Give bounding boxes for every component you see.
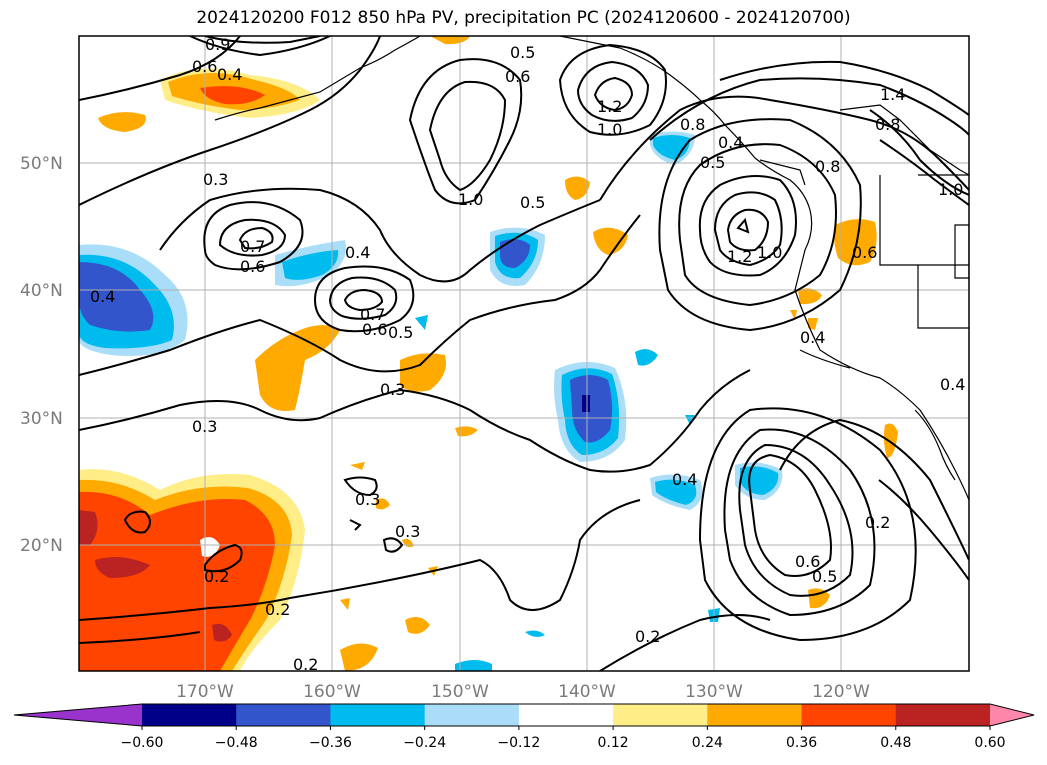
lon-label: 160°W [303,682,361,702]
contour-label: 0.6 [240,257,265,276]
contour-label: 1.4 [880,85,905,104]
colorbar-swatch [424,704,520,726]
contour-label: 0.2 [635,627,660,646]
contour-label: 0.4 [718,133,743,152]
contour-label: 1.0 [597,120,622,139]
contour-label: 0.9 [205,35,230,54]
contour-label: 1.0 [757,243,782,262]
contour-label: 0.6 [505,67,530,86]
contour-label: 0.6 [852,243,877,262]
lon-label: 150°W [431,682,489,702]
colorbar-tick-label: −0.12 [497,735,540,751]
longitude-labels: 170°W 160°W 150°W 140°W 130°W 120°W [176,682,870,702]
contour-label: 0.2 [204,567,229,586]
colorbar-swatch [142,704,237,726]
colorbar-swatch [330,704,426,726]
contour-label: 0.4 [940,375,965,394]
contour-label: 0.5 [520,193,545,212]
contour-label: 0.4 [217,65,242,84]
contour-label: 1.0 [938,180,963,199]
colorbar-tick-label: −0.24 [403,735,446,751]
colorbar-swatch [613,704,708,726]
colorbar-extend-low [14,704,142,726]
colorbar-tick-label: −0.60 [121,735,164,751]
colorbar-swatch [895,704,991,726]
colorbar-swatch [707,704,803,726]
contour-label: 0.4 [800,328,825,347]
contour-label: 0.7 [240,237,265,256]
lon-label: 120°W [812,682,870,702]
contour-label: 0.2 [865,513,890,532]
colorbar-swatch [518,704,614,726]
contour-label: 0.3 [203,170,228,189]
lon-label: 140°W [558,682,616,702]
contour-label: 0.8 [815,157,840,176]
colorbar-extend-high [990,704,1034,726]
contour-label: 0.4 [345,243,370,262]
lon-label: 170°W [176,682,234,702]
colorbar-tick-label: −0.48 [215,735,258,751]
map-title: 2024120200 F012 850 hPa PV, precipitatio… [196,8,851,28]
precipitation-shading [79,36,898,671]
colorbar-swatch [236,704,331,726]
contour-label: 0.3 [355,490,380,509]
lat-label: 50°N [20,154,63,174]
colorbar-tick-label: 0.60 [974,735,1005,751]
contour-label: 0.5 [812,567,837,586]
contour-label: 0.8 [875,115,900,134]
contour-label: 0.6 [192,57,217,76]
latitude-labels: 50°N 40°N 30°N 20°N [20,154,63,556]
contour-label: 0.3 [395,522,420,541]
colorbar: −0.60 −0.48 −0.36 −0.24 −0.12 0.12 0.24 0.36 0.4… [13,703,1035,751]
contour-label: 0.2 [265,600,290,619]
contour-label: 0.5 [510,43,535,62]
pv-contours [79,36,969,671]
contour-label: 0.5 [700,153,725,172]
colorbar-tick-label: 0.36 [786,735,817,751]
lat-label: 40°N [20,281,63,301]
colorbar-swatch [801,704,897,726]
contour-label: 0.6 [795,552,820,571]
coastlines [214,36,969,501]
map-frame [78,35,970,672]
lon-label: 130°W [685,682,743,702]
contour-label: 0.2 [293,655,318,674]
colorbar-tick-label: 0.12 [598,735,629,751]
contour-label: 1.2 [727,247,752,266]
colorbar-tick-label: 0.48 [880,735,911,751]
contour-label: 0.7 [360,305,385,324]
contour-label: 0.3 [192,417,217,436]
contour-label: 1.0 [458,190,483,209]
contour-label: 0.8 [680,115,705,134]
contour-label: 0.5 [388,323,413,342]
contour-label: 0.6 [362,320,387,339]
contour-label: 0.4 [672,470,697,489]
contour-label: 0.3 [380,380,405,399]
contour-labels: 0.9 0.6 0.4 0.5 0.6 1.2 1.0 0.8 0.5 0.4 … [90,35,965,674]
lat-label: 20°N [20,536,63,556]
colorbar-tick-label: 0.24 [692,735,723,751]
contour-label: 1.2 [597,97,622,116]
lat-label: 30°N [20,409,63,429]
contour-label: 0.4 [90,287,115,306]
colorbar-tick-label: −0.36 [309,735,352,751]
